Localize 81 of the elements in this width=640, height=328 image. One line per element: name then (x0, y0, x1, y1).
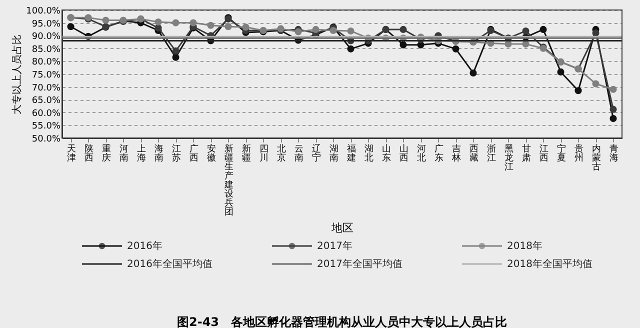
x-tick-label: 新疆 (242, 144, 251, 164)
legend-label: 2016年 (127, 240, 162, 252)
point (102, 16, 110, 24)
point (207, 22, 214, 29)
point (347, 45, 354, 52)
point (522, 27, 530, 35)
legend-label: 2018年全国平均值 (507, 258, 592, 270)
y-tick-label: 80.0% (32, 58, 61, 68)
x-tick-label: 青海 (609, 144, 618, 164)
y-tick-label: 100.0% (26, 6, 61, 16)
point (347, 27, 354, 35)
x-tick-label: 吉林 (450, 144, 461, 164)
point (294, 28, 302, 36)
y-axis-title: 大专以上人员占比 (11, 34, 24, 114)
x-tick-label: 贵州 (574, 144, 584, 164)
y-tick-label: 75.0% (32, 70, 61, 80)
y-tick-label: 55.0% (32, 122, 61, 132)
x-tick-label: 江苏 (172, 144, 181, 164)
point (154, 18, 162, 26)
point (592, 30, 600, 37)
x-tick-label: 宁夏 (556, 144, 566, 164)
x-tick-label: 湖南 (329, 144, 338, 164)
x-tick-label: 黑龙江 (504, 144, 514, 172)
y-tick-label: 70.0% (32, 83, 61, 94)
x-tick-label: 四川 (259, 144, 268, 164)
x-tick-label: 广东 (434, 144, 444, 164)
point (610, 115, 617, 122)
point (242, 24, 250, 31)
point (172, 54, 180, 61)
x-tick-label: 甘肃 (522, 144, 531, 164)
point (330, 26, 337, 34)
point (172, 47, 180, 54)
legend-label: 2018年 (507, 240, 542, 252)
point (610, 86, 617, 93)
x-tick-label: 福建 (346, 144, 356, 164)
x-tick-label: 云南 (294, 144, 304, 164)
y-tick-label: 60.0% (32, 108, 61, 119)
point (610, 106, 617, 113)
x-tick-label: 河北 (416, 144, 426, 164)
x-tick-label: 山西 (399, 144, 408, 164)
point (67, 23, 74, 30)
legend-label: 2017年 (317, 240, 352, 252)
x-tick-label: 重庆 (102, 144, 111, 164)
x-tick-label: 西藏 (469, 144, 478, 164)
x-tick-label: 山东 (382, 144, 391, 164)
x-tick-label: 浙江 (486, 144, 496, 164)
y-tick-label: 65.0% (32, 96, 61, 106)
y-tick-label: 50.0% (32, 134, 61, 144)
x-tick-label: 内蒙古 (592, 144, 601, 172)
legend-label: 2017年全国平均值 (317, 258, 402, 270)
y-tick-label: 95.0% (32, 19, 61, 30)
point (540, 26, 547, 33)
point (470, 69, 477, 77)
x-tick-label: 安徽 (206, 144, 216, 164)
text: 图2-43 各地区孵化器管理机构从业人员中大专以上人员占比 (176, 315, 508, 328)
x-tick-label: 陕西 (84, 144, 94, 164)
point (400, 26, 407, 33)
x-tick-label: 河南 (119, 144, 128, 164)
point (574, 87, 582, 94)
y-tick-label: 90.0% (32, 32, 61, 42)
x-tick-label: 上海 (136, 144, 146, 164)
x-tick-label: 天津 (66, 144, 76, 164)
point (190, 19, 197, 26)
point (224, 23, 232, 30)
x-axis-title: 地区 (330, 222, 354, 234)
point (400, 41, 407, 48)
point (592, 80, 600, 88)
point (154, 24, 162, 32)
point (172, 19, 180, 26)
x-tick-label: 湖北 (364, 144, 374, 164)
x-tick-label: 辽宁 (312, 144, 321, 164)
x-tick-label: 海南 (154, 144, 164, 164)
x-tick-label: 北京 (276, 144, 286, 164)
point (557, 68, 564, 76)
x-tick-label: 广西 (189, 144, 198, 164)
y-tick-label: 85.0% (32, 44, 61, 55)
x-tick-label: 江西 (539, 144, 548, 164)
point (452, 45, 460, 52)
legend-label: 2016年全国平均值 (127, 258, 212, 270)
x-tick-label: 新疆生产建设兵团 (223, 144, 234, 218)
point (312, 26, 320, 33)
